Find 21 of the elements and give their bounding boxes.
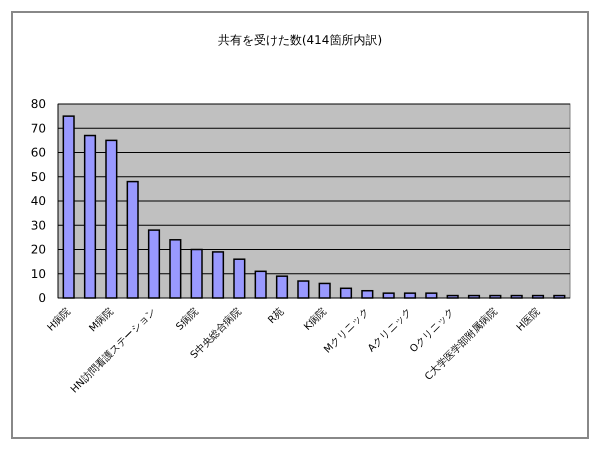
y-tick-label: 50 — [30, 170, 46, 184]
x-tick-label: H病院 — [44, 306, 73, 334]
x-tick-label: K病院 — [302, 306, 329, 333]
y-tick-label: 60 — [30, 146, 46, 160]
x-tick-label: H医院 — [514, 306, 542, 334]
y-tick-label: 10 — [30, 266, 46, 281]
y-tick-label: 30 — [30, 218, 46, 232]
x-tick-label: R苑 — [266, 306, 286, 326]
y-tick-label: 80 — [30, 97, 46, 112]
x-tick-label: M病院 — [86, 306, 116, 334]
bar — [318, 282, 331, 299]
y-tick-label: 20 — [30, 242, 46, 257]
bar — [382, 292, 395, 299]
y-tick-label: 0 — [38, 291, 46, 306]
x-tick-label: S病院 — [174, 306, 201, 333]
chart-title: 共有を受けた数(414箇所内訳) — [218, 33, 382, 47]
bar — [361, 290, 374, 299]
y-tick-label: 70 — [30, 121, 46, 136]
y-tick-label: 40 — [30, 194, 46, 208]
bar — [297, 280, 310, 299]
bar — [340, 288, 352, 299]
